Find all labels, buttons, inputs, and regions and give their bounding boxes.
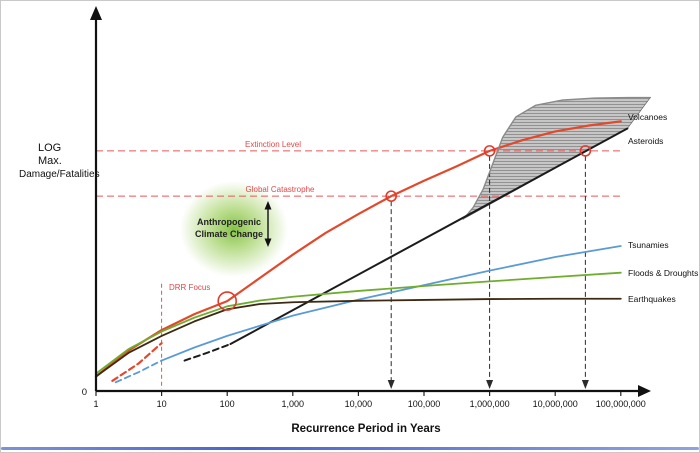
- y-axis-label-line1: LOG: [38, 142, 61, 154]
- guide-arrow-down-icon: [387, 380, 395, 389]
- series-line-tsunamies: [160, 245, 622, 362]
- chart-series-layer: Volcanoes Asteroids Tsunamies Floods & Drou…: [93, 96, 698, 409]
- x-tick-label: 100: [220, 399, 235, 409]
- x-tick-label: 100,000: [408, 399, 441, 409]
- series-line-earthquakes: [95, 297, 622, 378]
- series-line-asteroids: [229, 127, 629, 346]
- series-dash-lead-anthropogenic-climate-change: [111, 342, 163, 382]
- x-tick-label: 10,000,000: [533, 399, 578, 409]
- highlight-circle: [217, 291, 237, 311]
- series-line-anthropogenic-climate-change: [94, 120, 622, 378]
- series-dash-lead-asteroids: [183, 343, 232, 362]
- x-tick-label: 100,000,000: [596, 399, 646, 409]
- decorative-bottom-wave: [1, 447, 699, 450]
- series-label-earthquakes: Earthquakes: [628, 294, 676, 304]
- climate-change-glow: [180, 181, 288, 277]
- series-line-floods-droughts: [95, 271, 622, 375]
- series-label-volcanoes: Volcanoes: [628, 112, 667, 122]
- drr-focus-label: DRR Focus: [169, 283, 210, 292]
- guide-arrow-down-icon: [581, 380, 589, 389]
- highlight-circle: [579, 145, 592, 157]
- guide-arrow-down-icon: [486, 380, 494, 389]
- x-tick-label: 10,000: [345, 399, 373, 409]
- x-tick-label: 10: [157, 399, 167, 409]
- x-tick-label: 1,000: [282, 399, 305, 409]
- volcano-uncertainty-area: [463, 97, 651, 220]
- climate-change-label-line1: Anthropogenic: [197, 217, 261, 227]
- highlight-circle: [483, 145, 496, 157]
- global-catastrophe-label: Global Catastrophe: [246, 185, 315, 194]
- variability-arrow-down-icon: [264, 238, 272, 247]
- climate-change-label-line2: Climate Change: [195, 229, 263, 239]
- series-line-volcanoes: [462, 96, 652, 220]
- x-tick-label: 1,000,000: [470, 399, 510, 409]
- origin-zero-label: 0: [82, 387, 87, 398]
- highlight-circle: [385, 190, 398, 202]
- series-label-tsunamies: Tsunamies: [628, 240, 669, 250]
- x-axis-arrow-icon: [638, 385, 651, 397]
- y-axis-label-line2: Max.: [38, 155, 62, 167]
- series-dash-lead-tsunamies: [114, 359, 163, 384]
- y-axis-arrow-icon: [90, 6, 102, 20]
- variability-arrow-up-icon: [264, 201, 272, 210]
- y-axis-label-line3: Damage/Fatalities: [19, 169, 100, 180]
- x-axis-title: Recurrence Period in Years: [291, 423, 440, 435]
- series-label-floods-droughts: Floods & Droughts: [628, 268, 698, 278]
- x-tick-label: 1: [93, 399, 98, 409]
- series-label-asteroids: Asteroids: [628, 136, 663, 146]
- extinction-level-label: Extinction Level: [245, 140, 301, 149]
